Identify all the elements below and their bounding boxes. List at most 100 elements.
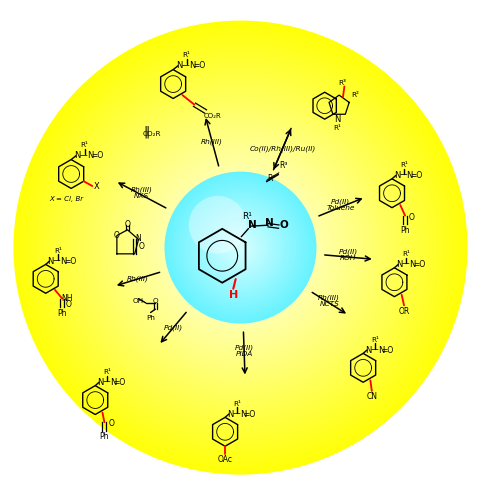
- Circle shape: [225, 232, 255, 263]
- Text: R¹: R¹: [333, 125, 340, 131]
- Circle shape: [21, 28, 459, 467]
- Circle shape: [48, 54, 432, 440]
- Text: R²: R²: [267, 174, 276, 184]
- Circle shape: [214, 221, 266, 274]
- Text: Pd(II): Pd(II): [234, 344, 253, 351]
- Circle shape: [49, 56, 431, 438]
- Circle shape: [236, 244, 244, 252]
- Text: N: N: [364, 346, 371, 354]
- Circle shape: [200, 208, 280, 288]
- Circle shape: [215, 222, 265, 273]
- Circle shape: [76, 83, 404, 412]
- Text: =O: =O: [91, 151, 103, 160]
- Circle shape: [187, 194, 293, 301]
- Circle shape: [199, 206, 281, 288]
- Text: R¹: R¹: [54, 248, 61, 254]
- Circle shape: [32, 40, 448, 456]
- Circle shape: [192, 199, 288, 296]
- Text: Co(II)/Rh(III)/Ru(II): Co(II)/Rh(III)/Ru(II): [249, 146, 315, 152]
- Circle shape: [205, 212, 275, 282]
- Circle shape: [202, 210, 278, 286]
- Text: O: O: [408, 213, 414, 222]
- Text: N: N: [406, 171, 412, 180]
- Text: R¹: R¹: [103, 369, 111, 375]
- Circle shape: [212, 219, 268, 276]
- Circle shape: [96, 104, 384, 392]
- Text: N: N: [239, 410, 246, 418]
- Circle shape: [196, 204, 284, 292]
- Circle shape: [180, 187, 300, 308]
- Text: =O: =O: [243, 410, 255, 418]
- Circle shape: [211, 218, 269, 277]
- Circle shape: [161, 168, 319, 327]
- Circle shape: [36, 44, 444, 452]
- Circle shape: [238, 246, 242, 250]
- Circle shape: [163, 170, 317, 325]
- Circle shape: [230, 238, 250, 257]
- Circle shape: [84, 90, 396, 405]
- Text: OAc: OAc: [217, 455, 232, 464]
- Circle shape: [191, 198, 289, 297]
- Text: =O: =O: [409, 171, 422, 180]
- Circle shape: [180, 188, 300, 308]
- Circle shape: [210, 217, 270, 278]
- Text: —: —: [102, 378, 110, 386]
- Circle shape: [121, 128, 359, 367]
- Circle shape: [46, 52, 434, 442]
- Circle shape: [131, 138, 349, 358]
- Circle shape: [231, 239, 249, 256]
- Circle shape: [227, 234, 253, 261]
- Circle shape: [159, 166, 321, 329]
- Text: N: N: [333, 114, 340, 124]
- Circle shape: [229, 237, 251, 258]
- Circle shape: [219, 226, 261, 268]
- Text: O: O: [65, 300, 71, 309]
- Circle shape: [85, 92, 395, 403]
- Circle shape: [40, 47, 440, 448]
- Text: R¹: R¹: [399, 162, 407, 168]
- Circle shape: [64, 72, 416, 424]
- Circle shape: [179, 186, 301, 310]
- Circle shape: [123, 130, 357, 365]
- Text: Rh(III): Rh(III): [131, 186, 152, 192]
- Circle shape: [232, 240, 248, 255]
- Text: O: O: [124, 220, 130, 228]
- Circle shape: [108, 115, 372, 380]
- Circle shape: [110, 117, 370, 378]
- Circle shape: [89, 96, 391, 399]
- Text: —: —: [398, 170, 406, 179]
- Text: NCTS: NCTS: [319, 301, 338, 307]
- Circle shape: [74, 81, 406, 414]
- Text: —: —: [181, 61, 189, 70]
- Circle shape: [13, 20, 467, 474]
- Circle shape: [62, 70, 418, 426]
- Circle shape: [176, 184, 304, 312]
- Circle shape: [219, 227, 261, 268]
- Circle shape: [176, 183, 304, 312]
- Text: —: —: [232, 409, 240, 418]
- Circle shape: [170, 178, 310, 318]
- Circle shape: [113, 121, 367, 374]
- Circle shape: [87, 94, 393, 401]
- Circle shape: [227, 234, 253, 261]
- Circle shape: [194, 202, 286, 293]
- Text: NXS: NXS: [134, 193, 149, 199]
- Circle shape: [236, 244, 244, 252]
- Text: =O: =O: [113, 378, 126, 387]
- Text: —: —: [53, 256, 60, 265]
- Circle shape: [235, 243, 245, 252]
- Circle shape: [60, 68, 420, 428]
- Text: N: N: [248, 220, 256, 230]
- Circle shape: [164, 172, 316, 324]
- Circle shape: [232, 240, 248, 255]
- Circle shape: [204, 212, 276, 284]
- Circle shape: [51, 58, 429, 437]
- Circle shape: [187, 194, 293, 300]
- Circle shape: [155, 162, 325, 332]
- Text: OH: OH: [132, 298, 144, 304]
- Text: N: N: [377, 346, 384, 354]
- Circle shape: [239, 246, 241, 248]
- Circle shape: [23, 30, 457, 465]
- Text: —: —: [401, 260, 408, 268]
- Circle shape: [104, 112, 376, 384]
